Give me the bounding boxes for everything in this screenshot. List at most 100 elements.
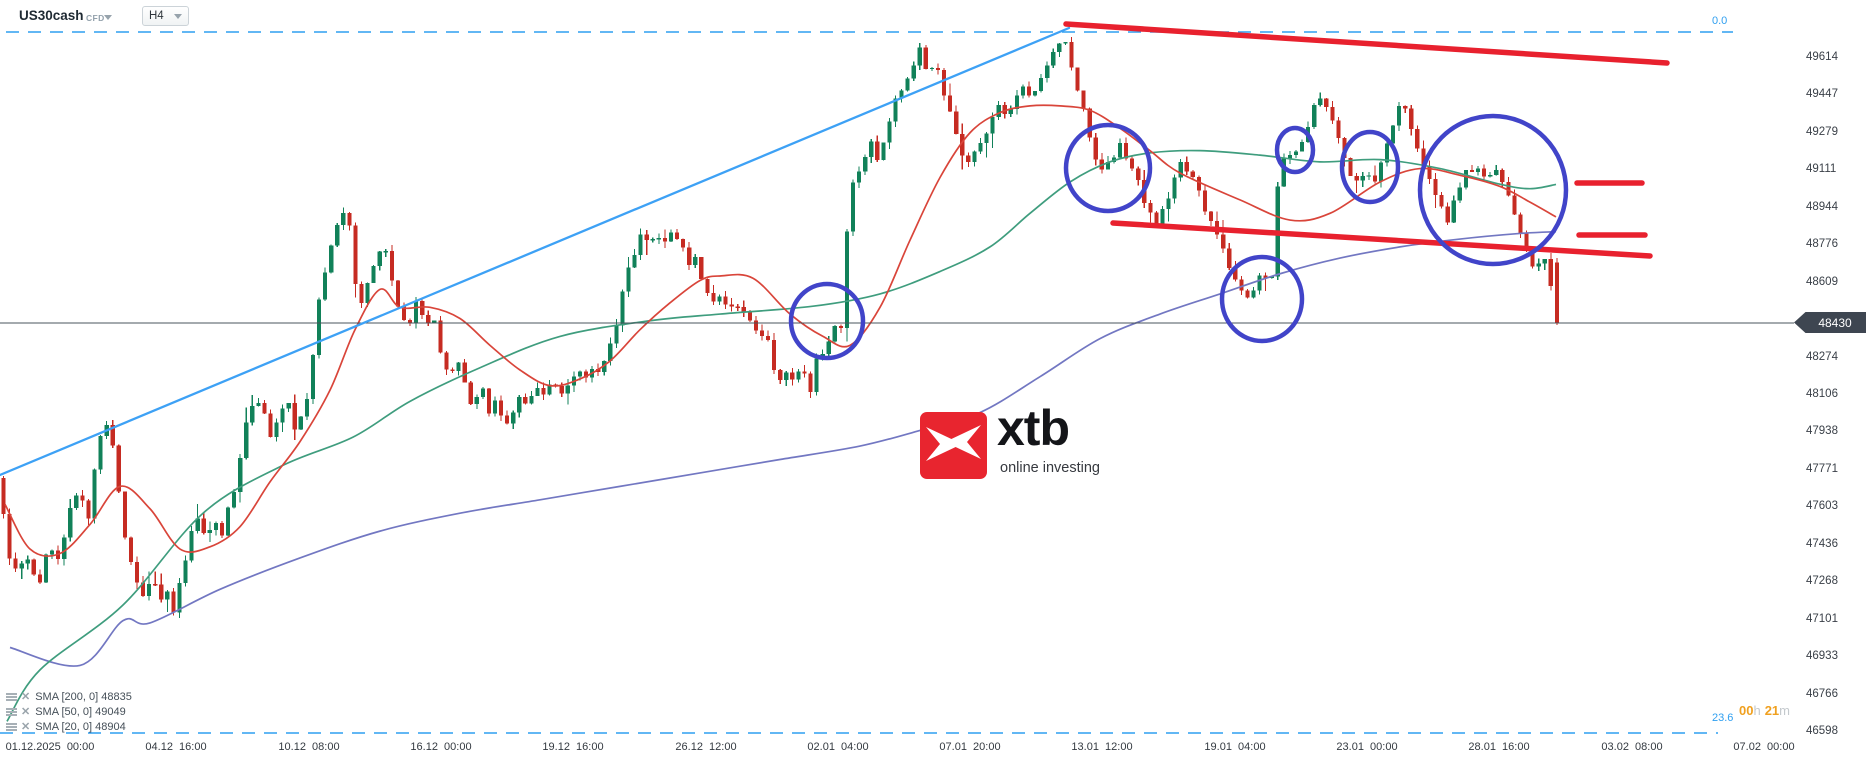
candle — [1475, 168, 1481, 172]
candle — [881, 142, 886, 161]
candle — [650, 238, 655, 241]
candle — [856, 171, 862, 183]
xtb-logo — [920, 412, 987, 479]
candle — [438, 320, 443, 353]
candle — [1008, 109, 1013, 114]
candle — [444, 352, 449, 370]
candle — [140, 582, 146, 597]
candle — [729, 304, 734, 307]
candle — [1184, 161, 1189, 172]
candle — [407, 320, 413, 324]
candle — [1202, 190, 1208, 212]
candle — [31, 559, 36, 575]
candle — [693, 256, 698, 265]
candle — [1269, 276, 1274, 279]
candle — [238, 457, 243, 493]
candle — [498, 400, 504, 416]
candle — [80, 495, 85, 501]
time-axis-tick: 10.12 08:00 — [278, 741, 340, 753]
candle — [583, 371, 589, 378]
candle — [850, 182, 856, 232]
candle — [1445, 206, 1450, 223]
indicator-settings-icon[interactable] — [6, 692, 17, 702]
chevron-down-icon[interactable] — [104, 15, 112, 20]
candle — [1032, 91, 1038, 96]
candle — [948, 95, 953, 112]
candle — [1039, 78, 1044, 92]
close-icon[interactable]: ✕ — [21, 720, 31, 733]
price-axis-tick: 48274 — [1806, 351, 1838, 363]
fib-level-label-top: 0.0 — [1712, 15, 1728, 27]
candle — [887, 121, 892, 143]
candle — [1403, 105, 1408, 109]
candle — [219, 523, 225, 536]
close-icon[interactable]: ✕ — [21, 705, 31, 718]
candle — [256, 403, 261, 407]
candle — [1245, 290, 1250, 298]
candle — [505, 415, 510, 424]
candle — [1530, 250, 1535, 267]
close-icon[interactable]: ✕ — [21, 690, 31, 703]
candle — [784, 372, 789, 381]
candle — [432, 320, 437, 324]
candle — [990, 116, 995, 134]
time-axis-tick: 23.01 00:00 — [1336, 741, 1398, 753]
indicator-row-sma50: ✕ SMA [50, 0] 49049 — [6, 705, 126, 719]
candle — [1130, 158, 1135, 169]
candle — [347, 213, 352, 226]
candle — [911, 65, 916, 79]
sma-20-line — [4, 104, 1557, 557]
candle — [826, 341, 831, 355]
candle — [1293, 151, 1299, 156]
candle — [268, 413, 273, 437]
candle — [1415, 129, 1420, 149]
symbol-name[interactable]: US30cash — [19, 8, 84, 23]
candle — [1263, 275, 1268, 279]
candle — [668, 232, 674, 242]
timeframe-value: H4 — [149, 10, 164, 22]
candle — [869, 141, 874, 158]
price-axis-tick: 49614 — [1806, 51, 1838, 63]
annotation-circle — [1417, 113, 1569, 267]
candle — [335, 224, 340, 246]
indicator-label: SMA [50, 0] 49049 — [35, 706, 126, 718]
candle — [401, 306, 407, 321]
candle — [1518, 214, 1523, 234]
candle — [201, 518, 206, 533]
candle — [1548, 259, 1553, 287]
candle — [1397, 105, 1402, 126]
candle — [225, 507, 231, 536]
candle — [13, 558, 18, 569]
candle — [687, 247, 692, 265]
price-axis-tick: 48106 — [1806, 388, 1838, 400]
timeframe-dropdown[interactable]: H4 — [142, 6, 189, 26]
candle — [778, 369, 783, 381]
candle — [559, 385, 564, 394]
candle — [1348, 157, 1353, 177]
candle — [1372, 175, 1377, 182]
sma-50-line — [6, 149, 1557, 722]
candle — [86, 500, 91, 519]
annotation-circle — [1063, 122, 1153, 214]
candle — [1178, 161, 1183, 178]
instrument-type-badge: CFD — [86, 13, 105, 23]
candle — [1002, 105, 1007, 114]
candle — [1093, 137, 1098, 160]
candle — [1494, 169, 1499, 176]
candle — [1075, 67, 1080, 91]
candle — [292, 403, 297, 430]
candle — [147, 584, 152, 597]
candle — [747, 312, 752, 321]
indicator-settings-icon[interactable] — [6, 722, 17, 732]
candle — [492, 400, 498, 414]
candle — [371, 266, 376, 283]
price-axis-tick: 46933 — [1806, 650, 1838, 662]
candle — [608, 343, 613, 362]
candle — [316, 299, 322, 355]
chevron-down-icon — [174, 13, 182, 19]
candle — [996, 105, 1001, 117]
indicator-settings-icon[interactable] — [6, 707, 17, 717]
candle — [917, 47, 922, 66]
countdown-hours: 00 — [1739, 703, 1754, 718]
